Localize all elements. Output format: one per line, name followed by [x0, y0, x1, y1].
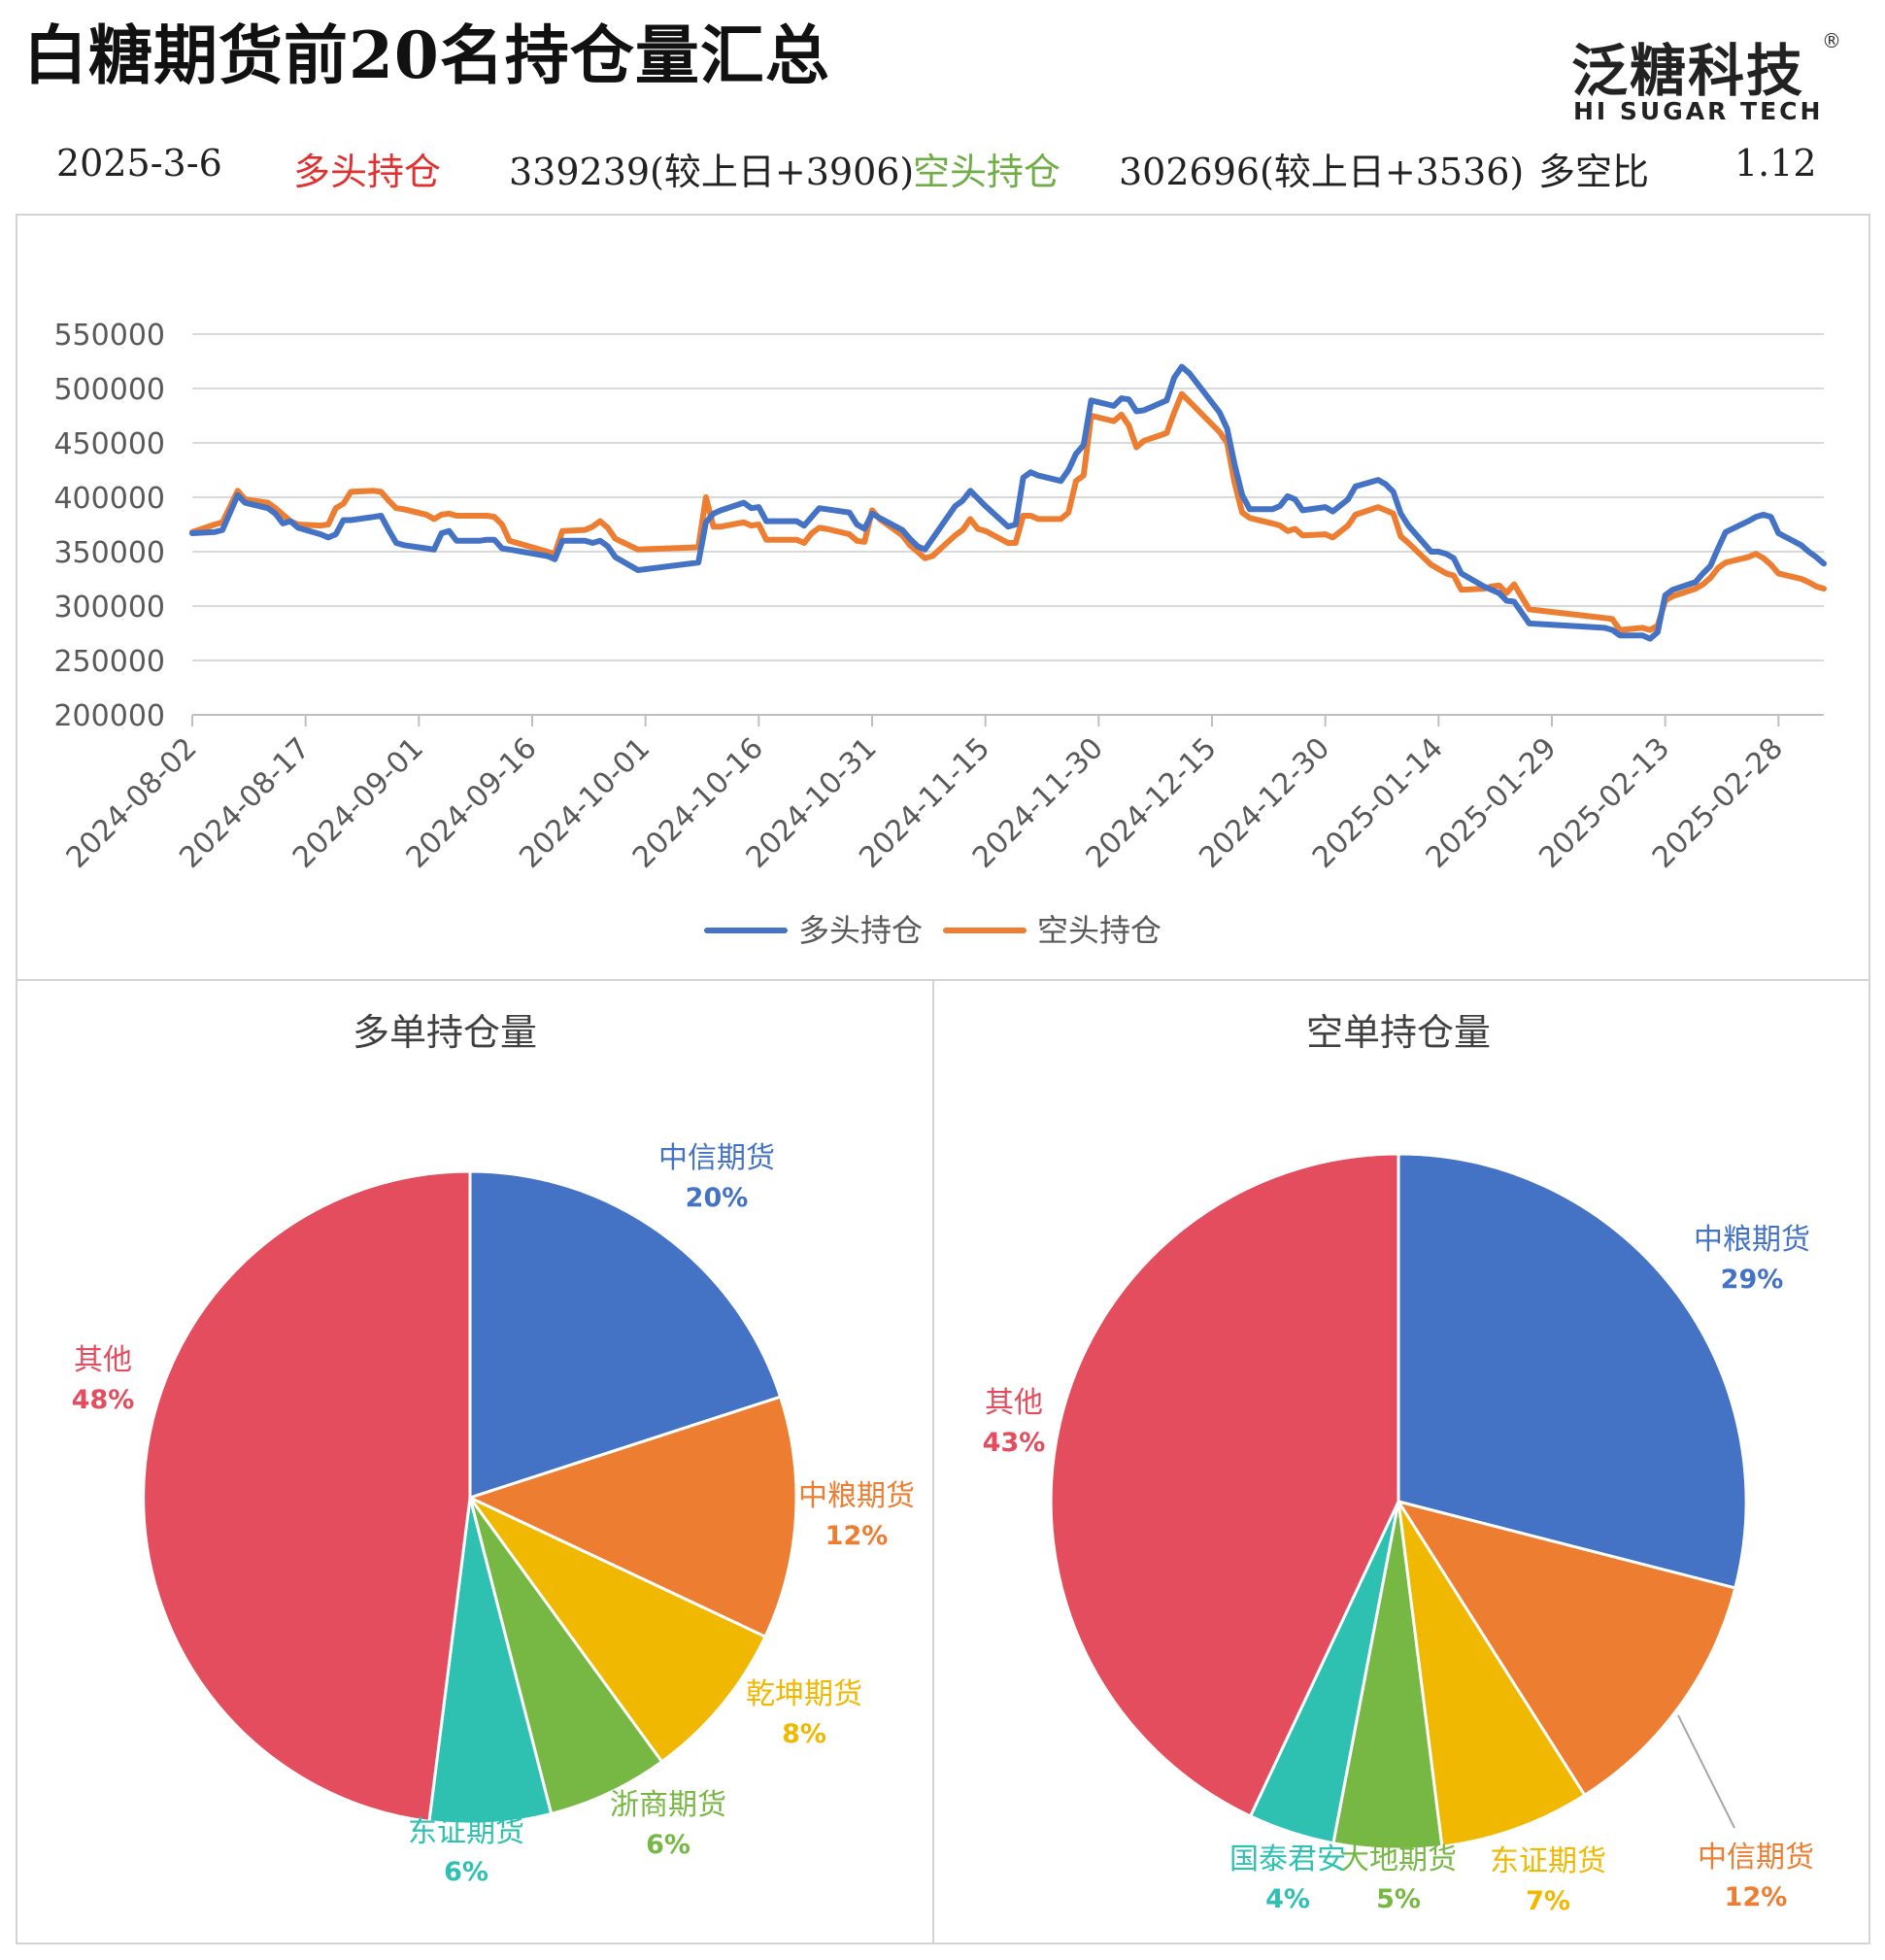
pie-label-name: 中信期货: [1698, 1841, 1814, 1875]
info-long-value: 339239(较上日+3906): [509, 151, 915, 193]
pie-label-pct: 6%: [646, 1830, 690, 1860]
y-tick-label: 200000: [53, 699, 165, 733]
pie-label-name: 中粮期货: [1694, 1223, 1810, 1257]
pie-label-name: 大地期货: [1340, 1842, 1457, 1876]
pie-slice: [468, 1497, 664, 1816]
y-tick-label: 300000: [53, 591, 165, 625]
y-tick-label: 350000: [53, 536, 165, 570]
pie-title: 多单持仓量: [353, 1011, 537, 1054]
pie-label-pct: 6%: [444, 1857, 488, 1887]
pie-label-pct: 4%: [1265, 1884, 1310, 1914]
pie-label-name: 其他: [985, 1386, 1043, 1420]
series-line-long: [189, 363, 1827, 642]
pie-label-name: 国泰君安: [1229, 1842, 1346, 1876]
pie-label-pct: 48%: [72, 1385, 135, 1415]
info-ratio-value: 1.12: [1734, 142, 1817, 185]
pie-slice: [468, 1496, 767, 1764]
legend-label: 多头持仓: [798, 912, 923, 949]
pie-slice: [1397, 1152, 1748, 1590]
y-tick-label: 400000: [53, 482, 165, 516]
pie-label-name: 其他: [74, 1343, 132, 1377]
pie-label-pct: 5%: [1376, 1884, 1421, 1914]
leader-line: [1677, 1714, 1735, 1829]
pie-label-name: 浙商期货: [610, 1788, 726, 1822]
info-short-label: 空头持仓: [913, 151, 1061, 193]
pie-slice: [468, 1169, 783, 1501]
logo-registered-mark: ®: [1822, 29, 1841, 52]
pie-slice: [1049, 1152, 1400, 1818]
brand-logo: 泛糖科技 ® HI SUGAR TECH: [1571, 25, 1853, 132]
pie-slice: [1395, 1499, 1737, 1798]
y-tick-label: 450000: [53, 427, 165, 461]
y-tick-label: 500000: [53, 373, 165, 407]
pie-label-pct: 8%: [782, 1719, 826, 1749]
pie-label-name: 东证期货: [408, 1815, 524, 1849]
pie-label-pct: 12%: [1725, 1882, 1788, 1912]
info-short-value: 302696(较上日+3536): [1119, 151, 1525, 193]
pie-label-name: 乾坤期货: [746, 1677, 862, 1711]
info-ratio-label: 多空比: [1538, 151, 1650, 193]
pie-title: 空单持仓量: [1306, 1011, 1491, 1054]
short-pie-panel: 空单持仓量中粮期货 29% 中信期货 12% 东证期货 7% 大地期货 5% 国泰君安 4% 其他 4…: [932, 979, 1870, 1944]
line-chart: 550000 500000 450000 400000 350000 300000 2500…: [53, 319, 1827, 949]
y-tick-label: 550000: [53, 319, 165, 353]
logo-en: HI SUGAR TECH: [1573, 97, 1824, 125]
line-chart-panel: 550000 500000 450000 400000 350000 300000 2500…: [16, 214, 1870, 981]
pie-label-name: 中信期货: [658, 1141, 775, 1175]
pie-label-pct: 12%: [825, 1521, 889, 1551]
long-pie-panel: 多单持仓量中信期货 20% 中粮期货 12% 乾坤期货 8% 浙商期货 6% 东证期货 6% 其他 4…: [16, 979, 934, 1944]
info-long-label: 多头持仓: [293, 151, 442, 193]
pie-slice: [1397, 1501, 1587, 1848]
pie-label-pct: 29%: [1721, 1265, 1784, 1295]
series-line-short: [189, 390, 1827, 633]
pie-slice: [142, 1169, 472, 1824]
y-tick-label: 250000: [53, 645, 165, 679]
pie-label-pct: 43%: [983, 1428, 1046, 1458]
pie-label-pct: 20%: [686, 1183, 749, 1213]
logo-cn: 泛糖科技: [1571, 38, 1805, 104]
legend-label: 空头持仓: [1037, 912, 1161, 949]
pie-label-name: 东证期货: [1490, 1844, 1606, 1878]
info-date: 2025-3-6: [56, 142, 222, 185]
pie-label-pct: 7%: [1526, 1886, 1570, 1916]
pie-slice: [427, 1497, 554, 1826]
page-title: 白糖期货前20名持仓量汇总: [23, 17, 830, 93]
pie-label-name: 中粮期货: [798, 1479, 915, 1513]
pie-slice: [465, 1395, 798, 1639]
